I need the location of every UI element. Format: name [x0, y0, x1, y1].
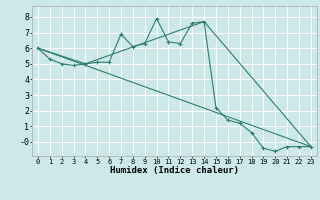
X-axis label: Humidex (Indice chaleur): Humidex (Indice chaleur)	[110, 166, 239, 175]
